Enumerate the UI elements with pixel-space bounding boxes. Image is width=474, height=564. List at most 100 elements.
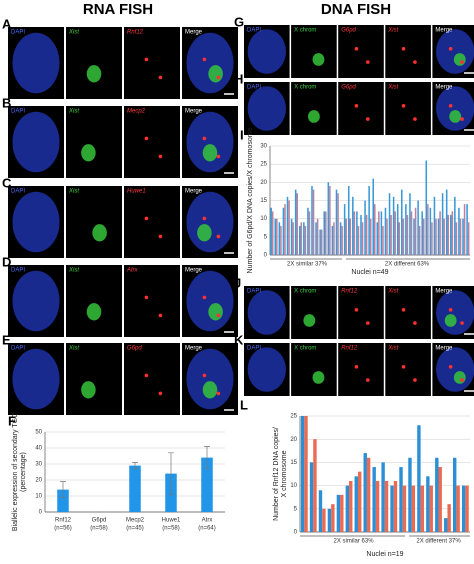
panel-letter: A xyxy=(2,16,12,31)
bar xyxy=(364,200,366,255)
bar xyxy=(340,494,344,532)
bar xyxy=(393,480,398,532)
bar xyxy=(352,196,354,255)
bar xyxy=(349,218,352,255)
bar xyxy=(361,222,364,255)
x-tick-label: Mecp2 xyxy=(126,518,145,524)
fish-dot xyxy=(366,321,370,325)
bar xyxy=(360,215,362,255)
bar xyxy=(454,196,456,255)
error-bar xyxy=(204,446,210,470)
bar xyxy=(327,182,330,255)
nucleus xyxy=(436,29,474,74)
micrograph xyxy=(66,265,122,337)
bar xyxy=(335,189,338,255)
bar xyxy=(438,467,442,532)
micrograph xyxy=(385,286,431,339)
channel-label: DAPI xyxy=(11,268,25,274)
panel-letter: H xyxy=(234,71,243,86)
micrograph xyxy=(291,82,337,135)
bar xyxy=(433,196,436,255)
bar xyxy=(386,218,388,255)
channel-label: X chrom xyxy=(294,85,316,91)
bar xyxy=(372,467,376,532)
channel-label: Xist xyxy=(68,189,79,195)
x-tick-sublabel: (n=56) xyxy=(54,526,72,532)
channel-label: Rnf12 xyxy=(127,30,144,36)
channel-label: DAPI xyxy=(11,189,25,195)
y-tick-label: 50 xyxy=(35,430,42,436)
fish-dot xyxy=(413,60,417,64)
fish-dot xyxy=(401,104,406,108)
fish-dot xyxy=(158,234,163,239)
channel-label: Xist xyxy=(68,30,79,36)
bar xyxy=(284,204,286,255)
rna-header: RNA FISH xyxy=(83,1,153,18)
bar xyxy=(388,193,391,255)
fish-dot xyxy=(448,308,453,312)
fish-dot xyxy=(216,391,221,396)
channel-label: Merge xyxy=(185,268,203,274)
bar xyxy=(405,204,407,255)
bar xyxy=(458,207,460,255)
channel-label: Merge xyxy=(435,289,453,295)
bar xyxy=(315,222,317,255)
micrograph xyxy=(124,265,180,337)
nucleus xyxy=(436,347,474,392)
nucleus xyxy=(247,290,286,335)
fish-dot xyxy=(401,308,406,312)
bar xyxy=(300,416,305,532)
fish-dot xyxy=(158,75,163,80)
bar xyxy=(399,467,403,532)
bar xyxy=(435,218,437,255)
y-tick-label: 10 xyxy=(260,216,267,222)
channel-label: G6pd xyxy=(127,346,142,352)
bar xyxy=(313,439,317,532)
micrograph xyxy=(124,27,180,99)
x-tick-label: Rnf12 xyxy=(55,518,72,524)
channel-label: Xist xyxy=(387,289,398,295)
bar xyxy=(411,485,416,532)
fish-dot xyxy=(413,378,417,382)
bar xyxy=(418,225,421,255)
bar xyxy=(437,218,440,255)
xist-cloud xyxy=(197,224,212,242)
bar xyxy=(366,457,371,532)
micrograph xyxy=(291,286,337,339)
fish-dot xyxy=(216,154,221,159)
bar xyxy=(396,204,399,255)
bar xyxy=(467,222,470,255)
channel-label: Merge xyxy=(185,109,203,115)
xist-cloud xyxy=(81,144,96,162)
bar xyxy=(368,185,370,255)
bar xyxy=(435,457,439,532)
bar xyxy=(444,518,448,532)
bar xyxy=(345,485,350,532)
fish-dot xyxy=(366,117,370,121)
nucleus xyxy=(186,270,234,332)
panel-letter: B xyxy=(2,95,11,110)
channel-label: Xist xyxy=(387,346,398,352)
nucleus xyxy=(186,111,234,173)
bar xyxy=(431,222,433,255)
panel-letter: C xyxy=(2,175,12,190)
bar xyxy=(462,218,464,255)
y-tick-label: 5 xyxy=(264,234,268,240)
fish-dot xyxy=(354,104,359,108)
x-tick-sublabel: (n=64) xyxy=(198,526,216,532)
fish-dot xyxy=(202,216,207,221)
fish-dot xyxy=(202,57,207,62)
xist-cloud xyxy=(453,371,466,384)
bar xyxy=(300,222,303,255)
y-tick-label: 25 xyxy=(260,162,267,168)
bar xyxy=(439,211,441,255)
bar xyxy=(461,485,466,532)
bar xyxy=(445,189,448,255)
bar xyxy=(331,504,335,532)
nucleus xyxy=(436,86,474,131)
bar xyxy=(278,222,281,255)
bar xyxy=(329,185,331,255)
fish-dot xyxy=(144,57,149,62)
y-tick-label: 20 xyxy=(35,478,42,484)
x-axis-label: Nuclei n=49 xyxy=(351,269,388,276)
